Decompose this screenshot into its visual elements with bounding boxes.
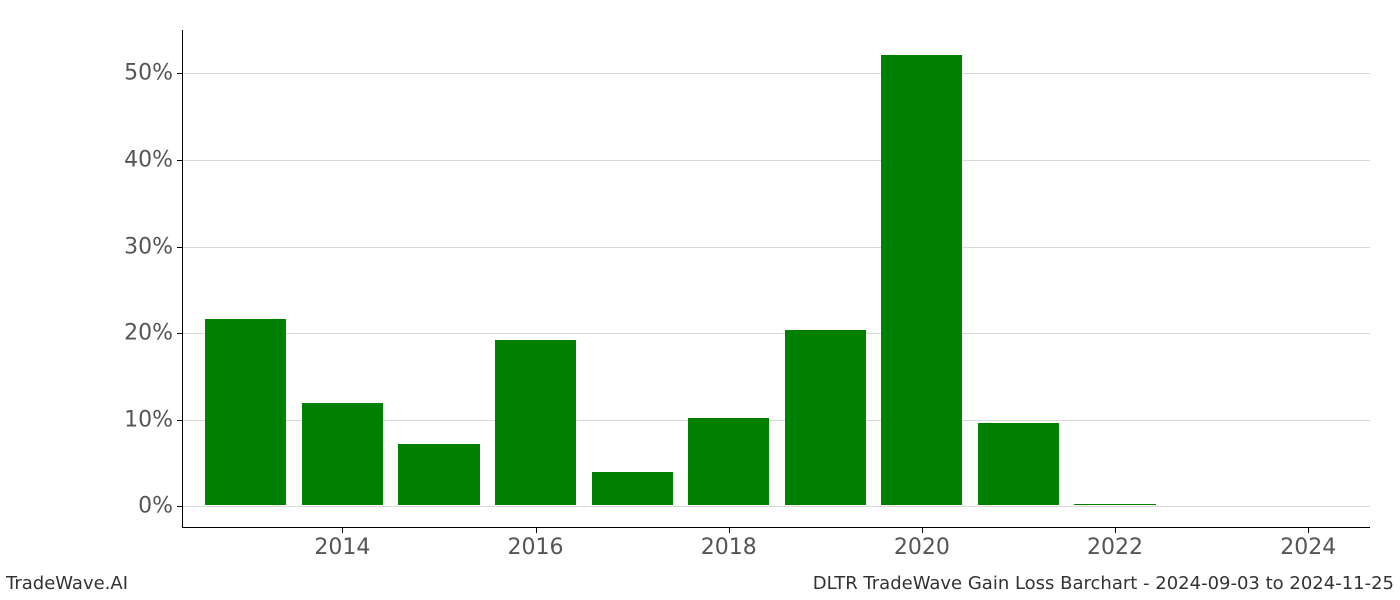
xtick-label: 2016	[508, 527, 564, 560]
xtick-label: 2014	[314, 527, 370, 560]
ytick-label: 10%	[124, 407, 183, 432]
ytick-label: 50%	[124, 61, 183, 86]
ytick-label: 30%	[124, 234, 183, 259]
bar	[688, 418, 769, 505]
xtick-label: 2018	[701, 527, 757, 560]
bar	[398, 444, 479, 505]
ytick-label: 40%	[124, 147, 183, 172]
bar	[785, 330, 866, 506]
gridline	[183, 506, 1370, 507]
bar	[302, 403, 383, 505]
chart-container: 0% 10% 20% 30% 40% 50% 2014 2016 2018 2020 2022 202…	[0, 0, 1400, 600]
xtick-label: 2020	[894, 527, 950, 560]
bar	[1074, 504, 1155, 506]
plot-area: 0%10%20%30%40%50%20142016201820202022202…	[182, 30, 1370, 528]
gridline	[183, 160, 1370, 161]
bar	[205, 319, 286, 505]
footer-brand: TradeWave.AI	[6, 573, 128, 594]
bar	[881, 55, 962, 505]
bar	[592, 472, 673, 506]
footer-caption: DLTR TradeWave Gain Loss Barchart - 2024…	[813, 573, 1394, 594]
xtick-label: 2022	[1087, 527, 1143, 560]
gridline	[183, 247, 1370, 248]
ytick-label: 20%	[124, 321, 183, 346]
xtick-label: 2024	[1280, 527, 1336, 560]
gridline	[183, 73, 1370, 74]
gridline	[183, 333, 1370, 334]
bar	[495, 340, 576, 505]
bar	[978, 423, 1059, 505]
ytick-label: 0%	[138, 494, 183, 519]
